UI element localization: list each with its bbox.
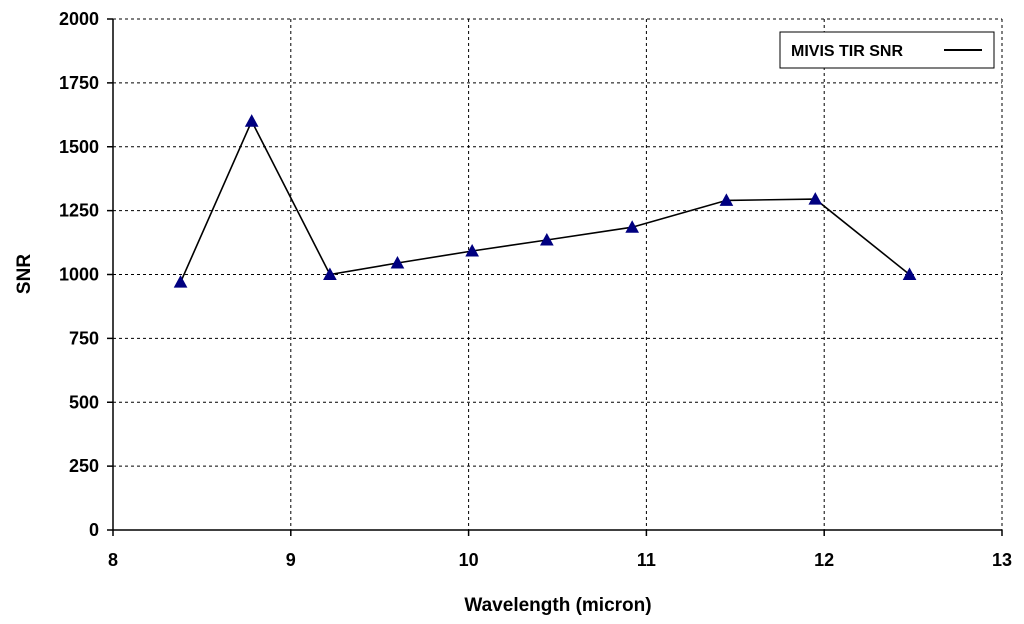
y-tick-label: 1000 xyxy=(59,265,99,285)
y-axis-title: SNR xyxy=(14,254,35,294)
y-tick-label: 500 xyxy=(69,392,99,412)
data-point-marker xyxy=(390,255,405,269)
x-tick-label: 8 xyxy=(108,550,118,570)
data-point-marker xyxy=(173,275,188,288)
x-axis-title: Wavelength (micron) xyxy=(464,595,651,616)
y-tick-label: 1250 xyxy=(59,201,99,221)
x-tick-label: 11 xyxy=(637,550,656,570)
grid xyxy=(113,18,1003,530)
x-tick-label: 12 xyxy=(814,550,834,570)
x-tick-label: 9 xyxy=(286,550,296,570)
data-point-marker xyxy=(902,267,917,280)
data-point-marker xyxy=(465,243,479,257)
axes xyxy=(107,18,1003,536)
series-line xyxy=(179,119,910,283)
x-tick-label: 10 xyxy=(459,550,479,570)
data-point-marker xyxy=(625,220,640,233)
y-tick-label: 250 xyxy=(69,456,99,476)
legend: MIVIS TIR SNR xyxy=(779,31,995,69)
y-tick-label: 0 xyxy=(89,520,99,540)
y-tick-label: 750 xyxy=(69,328,99,348)
tick-labels: 0 250 500 750 1000 1250 1500 1750 2000 8 9 10 11 12 13 xyxy=(59,9,1012,570)
legend-label: MIVIS TIR SNR xyxy=(791,43,903,60)
data-point-marker xyxy=(539,232,554,246)
data-point-marker xyxy=(323,267,337,280)
data-point-marker xyxy=(808,192,823,205)
y-tick-label: 1750 xyxy=(59,73,99,93)
data-point-marker xyxy=(719,193,734,206)
series-layer xyxy=(173,114,917,288)
data-point-marker xyxy=(244,114,259,127)
x-tick-label: 13 xyxy=(992,550,1012,570)
y-tick-label: 1500 xyxy=(59,137,99,157)
y-tick-label: 2000 xyxy=(59,9,99,29)
